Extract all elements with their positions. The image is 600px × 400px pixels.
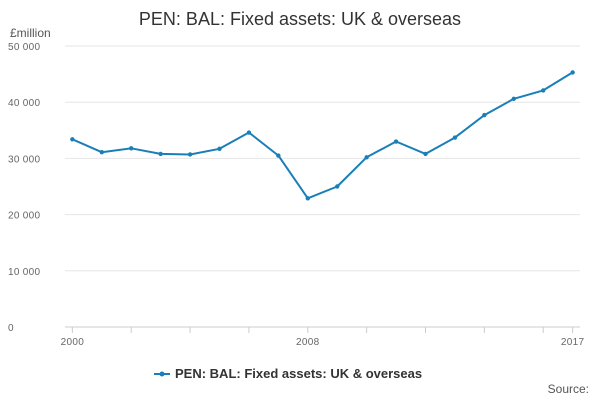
y-axis-ticks: 0 10 000 20 000 30 000 40 000 50 000 (8, 42, 41, 334)
data-point[interactable] (335, 184, 340, 189)
x-tick-label: 2000 (61, 337, 85, 348)
data-point[interactable] (246, 130, 252, 135)
y-tick-label: 40 000 (8, 98, 41, 109)
data-point[interactable] (541, 88, 546, 93)
y-tick-label: 30 000 (8, 154, 41, 165)
gridlines (65, 45, 580, 272)
y-tick-label: 20 000 (8, 211, 41, 222)
legend-marker (159, 371, 165, 377)
data-point[interactable] (452, 135, 458, 140)
x-tick-label: 2017 (561, 337, 585, 348)
y-tick-label: 50 000 (8, 42, 41, 53)
data-point[interactable] (158, 151, 163, 157)
data-point[interactable] (364, 155, 369, 160)
data-point[interactable] (482, 112, 487, 118)
chart-title: PEN: BAL: Fixed assets: UK & overseas (139, 9, 461, 29)
data-point[interactable] (129, 146, 134, 151)
legend[interactable]: PEN: BAL: Fixed assets: UK & overseas (154, 366, 422, 381)
data-point[interactable] (423, 151, 428, 157)
x-axis: 2000 2008 2017 (61, 326, 585, 348)
y-axis-unit-label: £million (10, 26, 51, 40)
data-point[interactable] (570, 70, 575, 75)
data-point[interactable] (305, 196, 310, 201)
data-point[interactable] (99, 150, 104, 155)
data-point[interactable] (393, 139, 399, 144)
y-tick-label: 10 000 (8, 267, 41, 278)
legend-label: PEN: BAL: Fixed assets: UK & overseas (175, 366, 422, 381)
data-point[interactable] (70, 137, 75, 142)
data-point[interactable] (511, 96, 516, 102)
x-tick-label: 2008 (296, 337, 320, 348)
y-tick-label: 0 (8, 323, 14, 334)
series-layer (70, 70, 575, 201)
data-point[interactable] (276, 153, 281, 158)
source-label: Source: (548, 382, 589, 396)
data-point[interactable] (217, 146, 222, 152)
series-line (71, 71, 574, 200)
data-point[interactable] (187, 152, 193, 157)
